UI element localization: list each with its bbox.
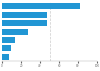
Bar	[2, 20, 47, 26]
Bar	[2, 37, 15, 43]
Bar	[2, 3, 80, 9]
Bar	[2, 54, 9, 60]
Bar	[2, 12, 47, 18]
Bar	[2, 29, 28, 35]
Bar	[2, 45, 11, 51]
